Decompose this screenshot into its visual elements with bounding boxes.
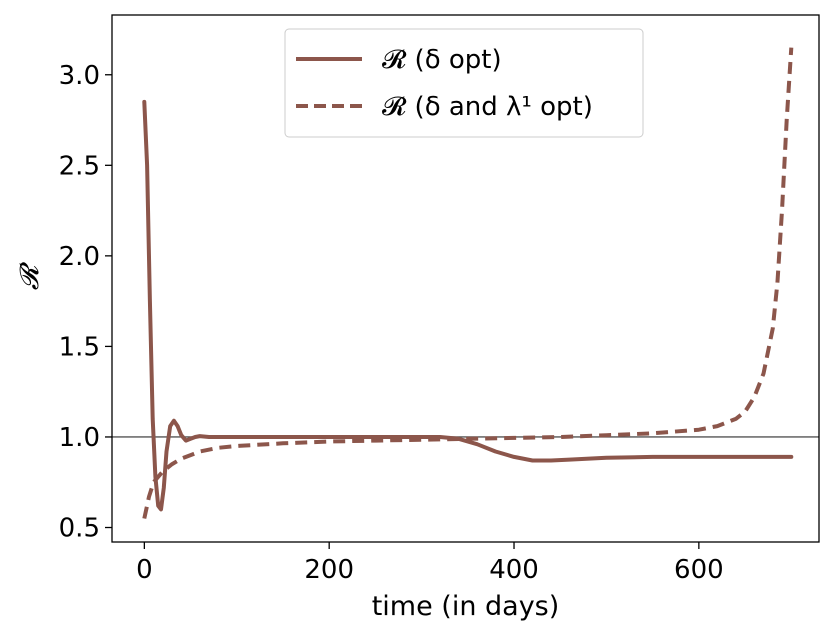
x-axis-label: time (in days)	[372, 591, 560, 622]
legend-box	[284, 28, 644, 138]
y-tick-label: 2.5	[59, 151, 100, 181]
y-tick-label: 2.0	[59, 242, 100, 272]
y-axis-label: 𝓡	[15, 261, 45, 290]
y-tick-label: 0.5	[59, 514, 100, 544]
y-tick-label: 1.5	[59, 332, 100, 362]
legend-label-dashed: 𝓡 (δ and λ¹ opt)	[382, 92, 593, 122]
series-line-solid	[142, 99, 794, 512]
legend-label-solid: 𝓡 (δ opt)	[382, 45, 502, 75]
series-layer	[142, 47, 794, 519]
x-tick-label: 200	[304, 555, 354, 585]
series-line-dashed	[142, 47, 794, 519]
x-tick-label: 600	[674, 555, 724, 585]
x-tick-label: 0	[136, 555, 153, 585]
legend: 𝓡 (δ opt) 𝓡 (δ and λ¹ opt)	[284, 28, 644, 138]
x-tick-label: 400	[489, 555, 539, 585]
plot-frame	[111, 14, 820, 543]
y-tick-label: 3.0	[59, 61, 100, 91]
ticks-layer: 0 200 400 600 0.5 1.0 1.5 2.0 2.5 3.0	[59, 61, 724, 585]
y-tick-label: 1.0	[59, 423, 100, 453]
